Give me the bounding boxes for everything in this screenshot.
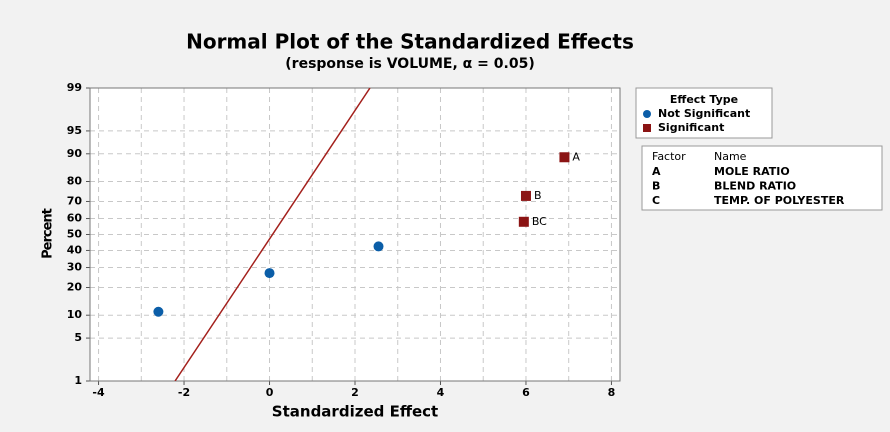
factor-table-box: [641, 145, 883, 211]
factor-cell: A: [652, 165, 661, 178]
x-tick-label: 6: [522, 386, 530, 399]
chart-subtitle: (response is VOLUME, α = 0.05): [285, 56, 534, 72]
legend-marker: [643, 110, 651, 118]
x-tick-label: -4: [92, 386, 105, 399]
y-tick-label: 20: [67, 281, 83, 294]
chart-title: Normal Plot of the Standardized Effects: [186, 30, 634, 54]
y-tick-label: 5: [74, 331, 82, 344]
legend-label: Significant: [658, 121, 724, 134]
x-tick-label: 2: [351, 386, 359, 399]
y-tick-label: 30: [67, 261, 83, 274]
factor-header: Name: [714, 150, 747, 163]
y-tick-label: 80: [67, 174, 83, 187]
x-tick-label: 4: [437, 386, 445, 399]
factor-header: Factor: [652, 150, 686, 163]
factor-cell: MOLE RATIO: [714, 165, 790, 178]
factor-cell: BLEND RATIO: [714, 180, 796, 193]
y-tick-label: 70: [67, 194, 83, 207]
legend-label: Not Significant: [658, 107, 750, 120]
point: [520, 190, 531, 201]
factor-cell: C: [652, 194, 660, 207]
point: [518, 216, 529, 227]
point: [373, 241, 384, 252]
x-tick-label: -2: [178, 386, 190, 399]
x-axis-label: Standardized Effect: [272, 403, 438, 421]
y-tick-label: 10: [67, 308, 83, 321]
legend-box: [635, 87, 773, 139]
point-label: A: [572, 150, 580, 163]
factor-cell: TEMP. OF POLYESTER: [714, 194, 845, 207]
legend-title: Effect Type: [670, 93, 738, 106]
plot-frame: [89, 87, 621, 382]
x-tick-label: 8: [608, 386, 616, 399]
y-tick-label: 95: [67, 124, 82, 137]
y-tick-label: 60: [67, 212, 83, 225]
x-tick-label: 0: [266, 386, 274, 399]
point: [153, 306, 164, 317]
y-tick-label: 50: [67, 228, 83, 241]
point-label: B: [534, 189, 542, 202]
factor-cell: B: [652, 180, 660, 193]
point: [559, 152, 570, 163]
y-axis-label: Percent: [41, 208, 56, 259]
y-tick-label: 99: [67, 81, 82, 94]
fit-line: [174, 88, 371, 381]
y-tick-label: 1: [74, 374, 82, 387]
y-tick-label: 40: [67, 243, 83, 256]
y-tick-label: 90: [67, 147, 83, 160]
point: [264, 268, 275, 279]
legend-marker: [643, 124, 651, 132]
point-label: BC: [532, 215, 547, 228]
